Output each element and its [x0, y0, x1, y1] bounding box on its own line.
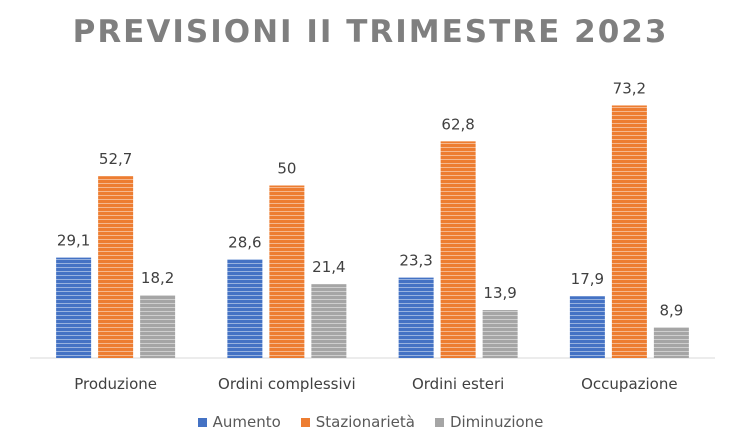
- legend-label: Aumento: [212, 413, 281, 431]
- chart-legend: Aumento Stazionarietà Diminuzione: [0, 413, 741, 431]
- legend-item: Aumento: [197, 413, 281, 431]
- data-label: 52,7: [99, 150, 132, 168]
- data-label: 28,6: [228, 233, 261, 251]
- data-label: 17,9: [571, 270, 604, 288]
- bar-aumento-occupazione: [569, 296, 605, 358]
- bar-stazionariet--ordini-esteri: [440, 141, 476, 358]
- bar-diminuzione-ordini-complessivi: [311, 284, 347, 358]
- bar-diminuzione-occupazione: [653, 327, 689, 358]
- bar-diminuzione-ordini-esteri: [482, 310, 518, 358]
- legend-item: Stazionarietà: [300, 413, 415, 431]
- bar-aumento-produzione: [56, 257, 92, 358]
- data-label: 73,2: [613, 79, 646, 97]
- bar-stazionariet--produzione: [98, 176, 134, 358]
- x-tick-label: Occupazione: [581, 375, 677, 393]
- bar-diminuzione-produzione: [140, 295, 176, 358]
- bar-stazionariet--ordini-complessivi: [269, 185, 305, 358]
- legend-swatch: [197, 417, 207, 427]
- legend-swatch: [434, 417, 444, 427]
- data-label: 13,9: [483, 284, 516, 302]
- data-label: 29,1: [57, 232, 90, 250]
- data-label: 23,3: [399, 252, 432, 270]
- data-label: 8,9: [659, 301, 683, 319]
- bar-stazionariet--occupazione: [611, 105, 647, 359]
- data-label: 21,4: [312, 258, 345, 276]
- x-tick-label: Produzione: [74, 375, 157, 393]
- legend-label: Stazionarietà: [315, 413, 415, 431]
- data-label: 50: [277, 160, 296, 178]
- x-tick-label: Ordini esteri: [412, 375, 504, 393]
- chart-title: PREVISIONI II TRIMESTRE 2023: [72, 14, 669, 50]
- bar-aumento-ordini-esteri: [398, 277, 434, 358]
- bar-aumento-ordini-complessivi: [227, 259, 263, 358]
- legend-label: Diminuzione: [449, 413, 544, 431]
- x-tick-label: Ordini complessivi: [218, 375, 356, 393]
- legend-swatch: [300, 417, 310, 427]
- data-label: 62,8: [441, 115, 474, 133]
- legend-item: Diminuzione: [434, 413, 544, 431]
- data-label: 18,2: [141, 269, 174, 287]
